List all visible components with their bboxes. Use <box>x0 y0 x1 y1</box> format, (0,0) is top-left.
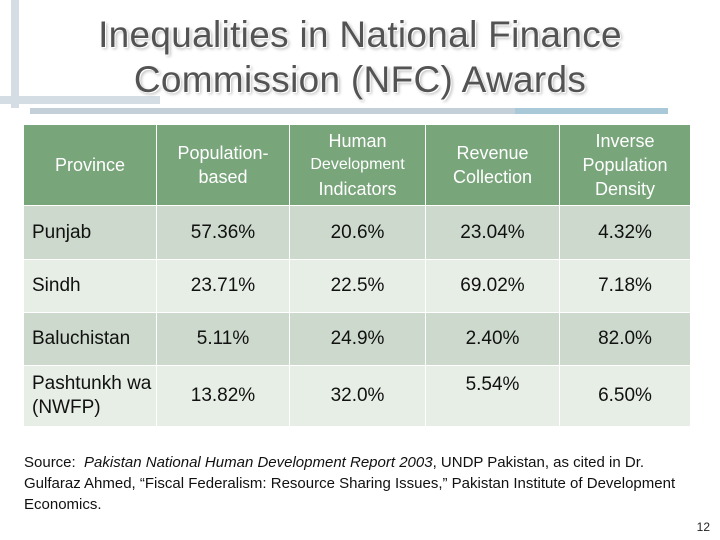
decorative-corner-horizontal <box>0 96 160 104</box>
table-row: Punjab 57.36% 20.6% 23.04% 4.32% <box>23 205 691 260</box>
cell-hdi: 20.6% <box>289 205 426 260</box>
cell-revenue: 2.40% <box>425 312 560 366</box>
slide-title-line-1: Inequalities in National Finance <box>98 14 622 55</box>
header-inverse-density: Inverse Population Density <box>559 124 691 206</box>
header-population: Population-based <box>156 124 290 206</box>
cell-population: 13.82% <box>156 365 290 427</box>
cell-province: Punjab <box>23 205 157 260</box>
table-header-row: Province Population-based Human Developm… <box>23 124 691 206</box>
source-prefix: Source: <box>24 454 85 471</box>
source-citation: Source: Pakistan National Human Developm… <box>24 452 694 515</box>
cell-hdi: 22.5% <box>289 259 426 313</box>
cell-inverse: 7.18% <box>559 259 691 313</box>
cell-province: Sindh <box>23 259 157 313</box>
page-number: 12 <box>696 520 710 534</box>
header-human-development: Human Development Indicators <box>289 124 426 206</box>
decorative-corner-vertical <box>11 0 19 108</box>
header-revenue: Revenue Collection <box>425 124 560 206</box>
header-hdi-line-3: Indicators <box>318 179 397 199</box>
slide-title-line-2: Commission (NFC) Awards <box>133 59 587 100</box>
cell-hdi: 32.0% <box>289 365 426 427</box>
table-row: Baluchistan 5.11% 24.9% 2.40% 82.0% <box>23 312 691 366</box>
table-row: Pashtunkh wa (NWFP) 13.82% 32.0% 5.54% 6… <box>23 365 691 427</box>
header-inverse-label: Inverse Population Density <box>582 131 668 199</box>
cell-hdi: 24.9% <box>289 312 426 366</box>
nfc-awards-table: Province Population-based Human Developm… <box>23 124 691 427</box>
cell-revenue: 5.54% <box>425 365 560 427</box>
cell-province: Pashtunkh wa (NWFP) <box>23 365 157 427</box>
cell-population: 57.36% <box>156 205 290 260</box>
cell-population: 23.71% <box>156 259 290 313</box>
source-suffix: , UNDP Pakistan, as cited in Dr. Gulfara… <box>24 454 676 513</box>
header-population-label: Population-based <box>177 143 269 187</box>
cell-population: 5.11% <box>156 312 290 366</box>
cell-revenue: 23.04% <box>425 205 560 260</box>
decorative-title-bar <box>30 108 668 114</box>
cell-inverse: 6.50% <box>559 365 691 427</box>
cell-revenue: 69.02% <box>425 259 560 313</box>
cell-inverse: 82.0% <box>559 312 691 366</box>
header-province: Province <box>23 124 157 206</box>
header-hdi-line-2: Development <box>310 156 405 173</box>
slide-title: Inequalities in National Finance Commiss… <box>0 12 720 102</box>
table-row: Sindh 23.71% 22.5% 69.02% 7.18% <box>23 259 691 313</box>
header-revenue-label: Revenue Collection <box>452 143 533 187</box>
source-report-title: Pakistan National Human Development Repo… <box>84 454 433 471</box>
header-hdi-line-1: Human <box>328 131 387 151</box>
cell-inverse: 4.32% <box>559 205 691 260</box>
cell-province: Baluchistan <box>23 312 157 366</box>
